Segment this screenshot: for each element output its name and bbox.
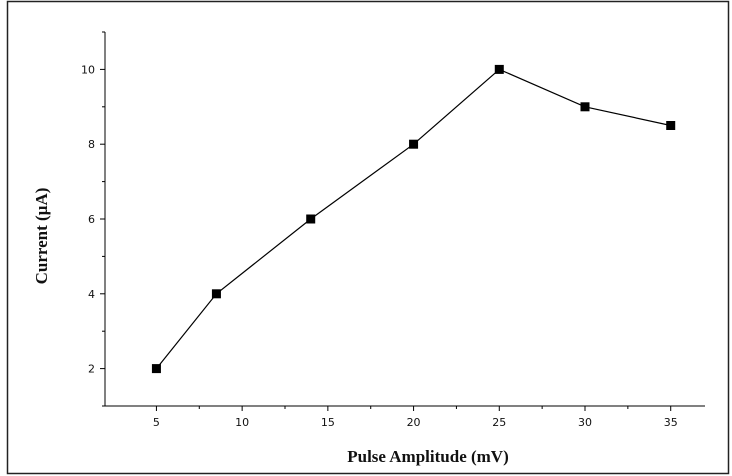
y-axis-title: Current (µA) xyxy=(32,188,51,285)
x-tick-label: 20 xyxy=(407,416,421,429)
x-tick-label: 25 xyxy=(492,416,506,429)
data-point xyxy=(580,102,590,112)
y-tick-label: 8 xyxy=(88,138,95,151)
y-tick-label: 4 xyxy=(88,288,95,301)
y-tick-label: 10 xyxy=(81,63,95,76)
x-axis-title: Pulse Amplitude (mV) xyxy=(347,447,509,466)
x-tick-label: 30 xyxy=(578,416,592,429)
axes xyxy=(104,32,705,407)
data-point xyxy=(211,289,221,299)
data-point xyxy=(666,121,676,130)
data-point xyxy=(151,364,161,374)
data-point xyxy=(306,214,316,224)
y-tick-label: 2 xyxy=(88,363,95,376)
x-tick-label: 10 xyxy=(235,416,249,429)
outer-border xyxy=(6,0,730,475)
data-point xyxy=(494,64,504,74)
data-point xyxy=(409,139,419,149)
x-tick-label: 5 xyxy=(153,416,160,429)
series-line xyxy=(155,68,671,369)
y-tick-label: 6 xyxy=(88,213,95,226)
x-tick-label: 35 xyxy=(664,416,678,429)
x-tick-label: 15 xyxy=(321,416,335,429)
ticks: 5 10 15 20 25 30 35 2 4 6 8 10 xyxy=(81,31,678,429)
series-layer xyxy=(151,64,676,374)
